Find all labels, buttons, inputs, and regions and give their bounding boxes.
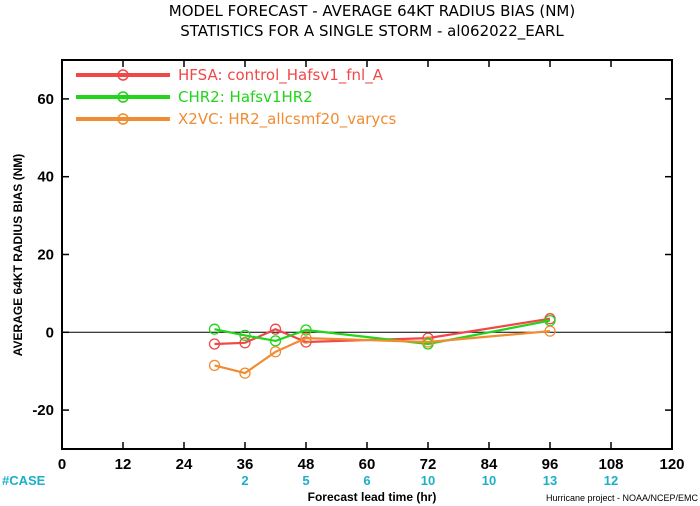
case-count-label: 5 (302, 473, 309, 488)
series-2-point (208, 323, 221, 335)
x-tick-label: 48 (298, 456, 315, 473)
x-tick-label: 60 (359, 456, 376, 473)
x-tick-label: 72 (420, 456, 437, 473)
legend-swatch-marker (117, 91, 129, 103)
x-tick-label: 0 (58, 456, 66, 473)
x-tick-label: 108 (598, 456, 623, 473)
legend-entry: X2VC: HR2_allcsmf20_varycs (178, 110, 397, 129)
x-axis-title: Forecast lead time (hr) (308, 490, 437, 504)
case-count-label: 10 (421, 473, 435, 488)
series-1-point (269, 323, 282, 335)
series-3-point (300, 332, 312, 344)
series-3-point (544, 325, 556, 337)
series-2-point (239, 329, 251, 342)
y-tick-label: 0 (46, 324, 54, 341)
chart-title: MODEL FORECAST - AVERAGE 64KT RADIUS BIA… (169, 2, 575, 20)
case-count-label: 12 (604, 473, 618, 488)
series-3-point (239, 367, 251, 379)
x-tick-label: 36 (237, 456, 254, 473)
y-tick-label: -20 (32, 402, 54, 419)
case-count-label: 13 (543, 473, 557, 488)
y-axis-title: AVERAGE 64KT RADIUS BIAS (NM) (11, 154, 25, 356)
x-tick-label: 12 (115, 456, 132, 473)
series-2-point (300, 324, 312, 336)
y-tick-label: 60 (37, 91, 54, 108)
case-count-label: 10 (482, 473, 496, 488)
series-3-point (422, 336, 434, 348)
x-tick-label: 84 (481, 456, 498, 473)
series-3-point (208, 359, 221, 372)
case-label: #CASE (2, 473, 46, 488)
case-count-label: 2 (241, 473, 248, 488)
chart-subtitle: STATISTICS FOR A SINGLE STORM - al062022… (180, 22, 564, 41)
legend-entry: CHR2: Hafsv1HR2 (178, 88, 313, 106)
y-tick-label: 20 (37, 247, 54, 264)
case-count-label: 6 (363, 473, 370, 488)
series-1-point (208, 338, 221, 350)
series-3-point (269, 346, 282, 358)
series-line-3 (214, 330, 551, 375)
y-tick-label: 40 (37, 169, 54, 186)
legend-swatch-marker (117, 113, 129, 125)
x-tick-label: 24 (176, 456, 193, 473)
series-2-point (269, 335, 282, 347)
x-tick-label: 120 (659, 456, 684, 473)
legend-entry: HFSA: control_Hafsv1_fnl_A (178, 66, 384, 85)
credit-text: Hurricane project - NOAA/NCEP/EMC (546, 493, 699, 503)
series-1-point (239, 337, 251, 349)
x-tick-label: 96 (542, 456, 559, 473)
legend-swatch-marker (117, 69, 129, 81)
